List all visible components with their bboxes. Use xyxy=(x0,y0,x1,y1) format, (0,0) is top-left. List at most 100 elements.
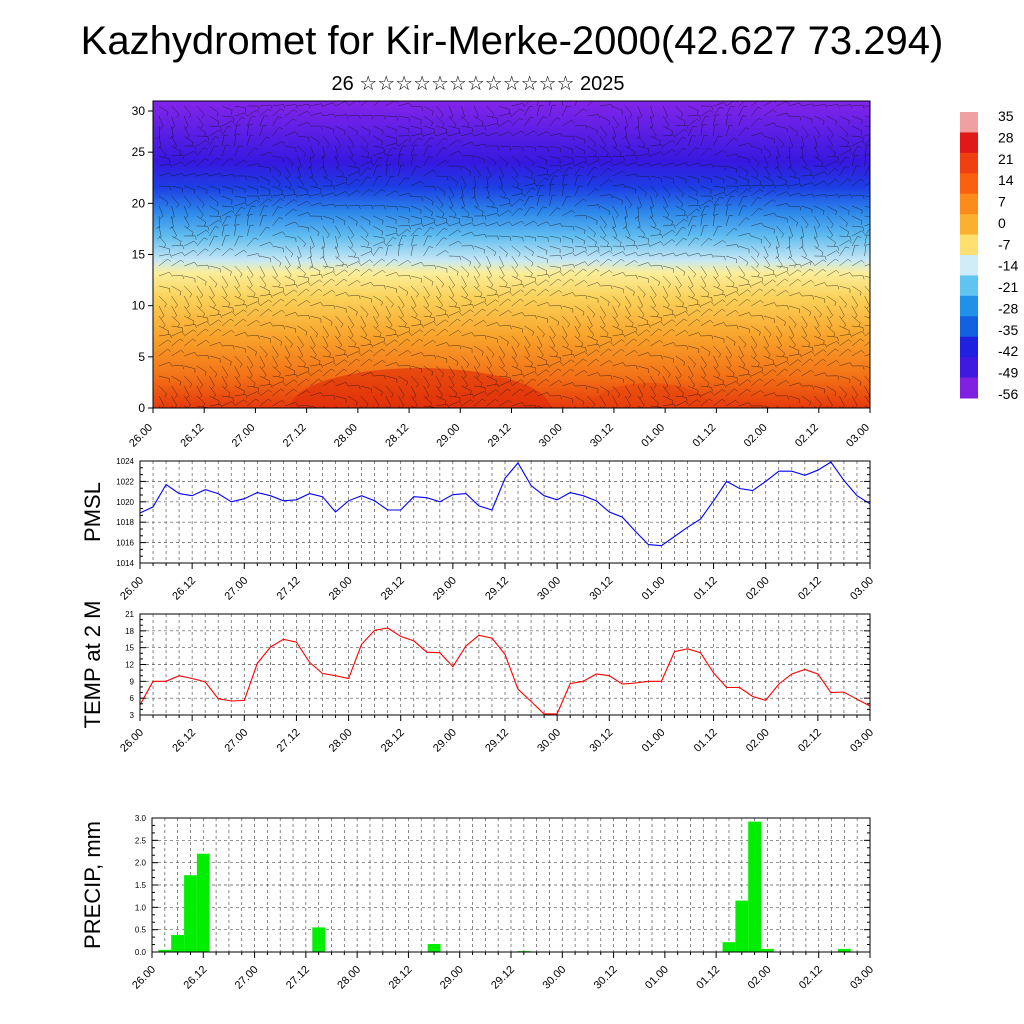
wind-barb xyxy=(231,401,235,405)
colorbar-swatch xyxy=(960,336,978,358)
wind-barb xyxy=(612,161,623,167)
wind-barb xyxy=(574,280,585,287)
wind-barb xyxy=(234,365,240,376)
wind-barb xyxy=(385,237,393,247)
wind-barb xyxy=(372,305,380,316)
wind-barb xyxy=(253,383,256,388)
wind-barb xyxy=(322,271,333,277)
wind-barb xyxy=(776,202,788,207)
wind-barb xyxy=(786,271,790,275)
wind-barb xyxy=(158,145,166,155)
wind-barb xyxy=(743,195,748,198)
wind-barb xyxy=(562,395,573,400)
wind-barb xyxy=(614,405,618,408)
x-tick-label: 30.12 xyxy=(587,727,615,755)
wind-barb xyxy=(598,246,600,252)
wind-barb xyxy=(572,264,575,269)
wind-barb xyxy=(398,215,410,220)
wind-barb xyxy=(410,315,422,322)
wind-barb xyxy=(436,222,447,227)
wind-barb xyxy=(385,405,388,408)
wind-barb xyxy=(297,390,308,397)
wind-barb xyxy=(171,125,174,137)
wind-barb xyxy=(811,351,815,355)
wind-barb xyxy=(426,385,430,389)
wind-barb xyxy=(823,210,825,215)
wind-barb xyxy=(673,313,676,318)
wind-barb xyxy=(530,116,535,119)
wind-barb xyxy=(637,329,647,337)
wind-barb xyxy=(760,371,764,375)
wind-barb xyxy=(772,109,776,113)
wind-barb xyxy=(738,365,749,371)
wind-barb xyxy=(294,131,298,136)
wind-barb xyxy=(757,106,762,109)
wind-barb xyxy=(450,195,455,199)
wind-barb xyxy=(257,106,260,111)
wind-barb xyxy=(216,157,221,161)
wind-barb xyxy=(826,168,835,177)
wind-barb xyxy=(861,331,865,335)
wind-barb xyxy=(169,136,174,139)
wind-barb xyxy=(309,255,313,267)
wind-barb xyxy=(379,333,382,338)
wind-barb xyxy=(623,184,626,189)
wind-barb xyxy=(196,405,208,408)
wind-barb xyxy=(725,205,728,217)
wind-barb xyxy=(441,373,444,378)
wind-barb xyxy=(637,185,647,193)
wind-barb xyxy=(713,355,719,366)
wind-barb xyxy=(196,205,204,215)
wind-barb xyxy=(232,397,234,402)
wind-barb xyxy=(385,334,397,337)
wind-barb xyxy=(549,133,561,137)
wind-barb xyxy=(486,212,498,217)
wind-barb xyxy=(549,155,561,160)
wind-barb xyxy=(756,253,760,258)
wind-barb xyxy=(775,246,780,249)
wind-barb xyxy=(662,313,674,317)
x-tick-label: 01.00 xyxy=(643,964,671,992)
wind-barb xyxy=(848,330,850,335)
wind-barb xyxy=(773,302,777,307)
wind-barb xyxy=(347,125,358,132)
wind-barb xyxy=(308,176,313,179)
wind-barb xyxy=(722,380,724,385)
wind-barb xyxy=(685,401,689,405)
wind-barb xyxy=(675,395,687,398)
wind-barb xyxy=(196,264,208,267)
wind-barb xyxy=(218,400,220,405)
wind-barb xyxy=(823,349,827,353)
wind-barb xyxy=(410,215,422,220)
wind-barb xyxy=(463,185,467,189)
wind-barb xyxy=(309,165,313,177)
wind-barb xyxy=(322,315,333,323)
wind-barb xyxy=(331,278,335,282)
wind-barb xyxy=(524,101,530,107)
wind-barb xyxy=(158,305,165,316)
wind-barb xyxy=(711,335,714,340)
wind-barb xyxy=(421,133,424,138)
wind-barb xyxy=(297,135,309,138)
wind-barb xyxy=(416,383,419,388)
wind-barb xyxy=(196,115,204,125)
wind-barb xyxy=(692,215,697,217)
wind-barb xyxy=(738,335,747,345)
wind-barb xyxy=(410,227,419,237)
wind-barb xyxy=(608,348,612,352)
wind-barb xyxy=(700,320,711,327)
wind-barb xyxy=(410,235,415,247)
wind-barb xyxy=(722,240,726,244)
wind-barb xyxy=(549,315,560,323)
wind-barb xyxy=(807,343,811,347)
wind-barb xyxy=(751,288,760,297)
wind-barb xyxy=(627,315,631,319)
wind-barb xyxy=(279,127,283,130)
wind-barb xyxy=(282,291,286,295)
wind-barb xyxy=(239,235,244,237)
wind-barb xyxy=(236,375,240,379)
wind-barb xyxy=(675,214,687,217)
wind-barb xyxy=(182,173,185,177)
x-tick-label: 28.00 xyxy=(327,575,355,603)
wind-barb xyxy=(196,321,207,327)
